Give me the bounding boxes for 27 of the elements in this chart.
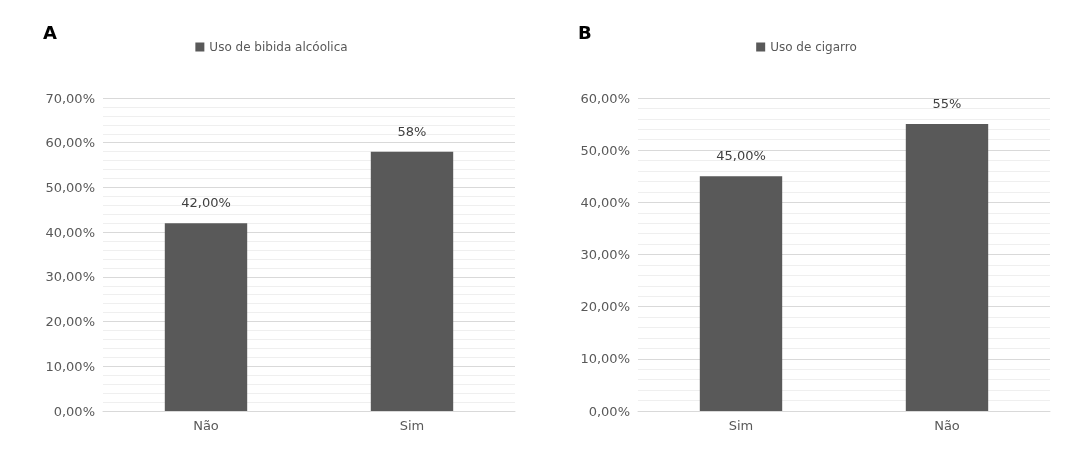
y-tick-label: 0,00% bbox=[588, 403, 630, 419]
data-label: 45,00% bbox=[716, 148, 766, 164]
data-label: 58% bbox=[397, 123, 427, 139]
y-tick-label: 20,00% bbox=[45, 314, 95, 330]
data-label: 55% bbox=[932, 96, 962, 112]
y-tick-label: 70,00% bbox=[45, 90, 95, 106]
chart-title: B bbox=[578, 21, 592, 43]
y-tick-label: 60,00% bbox=[580, 90, 630, 106]
y-tick-label: 50,00% bbox=[45, 179, 95, 195]
data-label: 42,00% bbox=[181, 195, 231, 211]
y-tick-label: 30,00% bbox=[580, 247, 630, 262]
y-tick-label: 40,00% bbox=[580, 194, 630, 210]
y-tick-label: 40,00% bbox=[45, 224, 95, 240]
y-tick-label: 20,00% bbox=[580, 299, 630, 315]
y-tick-label: 0,00% bbox=[53, 403, 95, 419]
legend-label: Uso de bibida alcóolica bbox=[209, 40, 348, 54]
y-tick-label: 50,00% bbox=[580, 142, 630, 158]
legend-label: Uso de cigarro bbox=[770, 40, 857, 54]
y-tick-label: 10,00% bbox=[580, 351, 630, 367]
x-tick-label: Sim bbox=[728, 418, 754, 433]
y-tick-label: 60,00% bbox=[45, 135, 95, 151]
x-tick-label: Não bbox=[934, 418, 960, 433]
y-tick-label: 30,00% bbox=[45, 269, 95, 285]
y-tick-label: 10,00% bbox=[45, 358, 95, 374]
x-tick-label: Sim bbox=[399, 418, 425, 433]
chart-title: A bbox=[43, 21, 57, 43]
x-tick-label: Não bbox=[193, 418, 219, 433]
